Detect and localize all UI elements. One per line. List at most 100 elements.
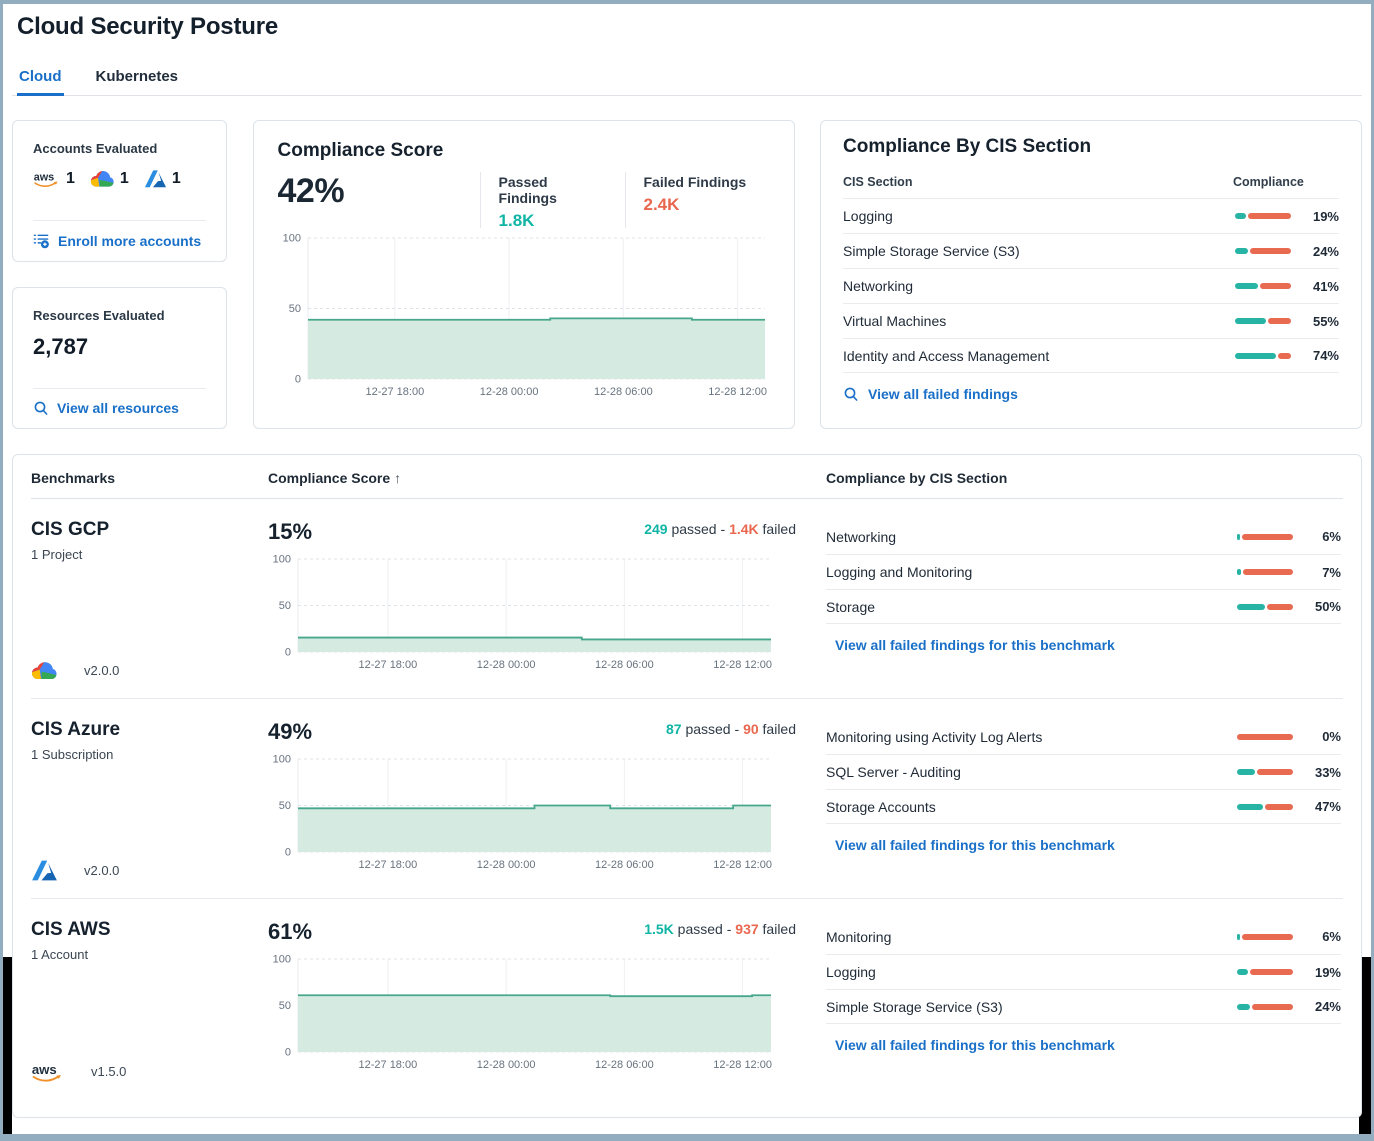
search-icon: [843, 386, 859, 402]
compliance-percent: 24%: [1312, 243, 1339, 259]
failed-count: 90: [743, 721, 759, 737]
tab-cloud[interactable]: Cloud: [17, 68, 64, 96]
failed-word: failed: [762, 921, 796, 937]
view-failed-findings-benchmark-link[interactable]: View all failed findings for this benchm…: [835, 637, 1115, 653]
aws-account-count: aws 1: [33, 170, 75, 188]
compliance-by-cis-section-card: Compliance By CIS Section CIS Section Co…: [820, 120, 1362, 429]
cis-section-row: Networking 6%: [826, 519, 1341, 554]
benchmarks-table-header: Benchmarks Compliance Score ↑ Compliance …: [31, 455, 1343, 499]
compliance-bar: [1237, 933, 1293, 940]
enroll-more-accounts-link[interactable]: Enroll more accounts: [58, 232, 202, 249]
failed-word: failed: [762, 521, 796, 537]
svg-text:12-28 06:00: 12-28 06:00: [593, 386, 652, 398]
cis-section-row: SQL Server - Auditing 33%: [826, 754, 1341, 789]
compliance-bar: [1237, 769, 1293, 775]
svg-text:100: 100: [273, 954, 291, 966]
summary-row: Accounts Evaluated aws 1 1: [12, 120, 1362, 429]
compliance-score-card: Compliance Score 42% Passed Findings 1.8…: [252, 120, 795, 429]
cis-section-row: Identity and Access Management 74%: [843, 338, 1339, 373]
benchmark-score: 15%: [268, 519, 313, 544]
cis-section-label: Storage: [826, 598, 876, 615]
dash: -: [720, 521, 726, 537]
benchmark-name: CIS Azure: [31, 719, 121, 740]
benchmark-row: CIS GCP 1 Project v2.0.0 15% 249 passed …: [31, 499, 1343, 699]
compliance-percent: 47%: [1314, 799, 1341, 814]
compliance-score-column-header[interactable]: Compliance Score ↑: [268, 470, 402, 486]
passed-failed-summary: 1.5K passed - 937 failed: [644, 921, 796, 937]
svg-text:0: 0: [285, 1047, 291, 1059]
screen-dead-space-left: [3, 957, 12, 1134]
cis-section-row: Virtual Machines 55%: [843, 303, 1339, 338]
svg-text:50: 50: [288, 303, 300, 315]
svg-text:12-28 06:00: 12-28 06:00: [595, 659, 654, 671]
passed-failed-summary: 249 passed - 1.4K failed: [644, 521, 796, 537]
gcp-icon: [90, 169, 115, 190]
compliance-percent: 74%: [1312, 348, 1339, 363]
dash: -: [734, 721, 740, 737]
svg-text:12-28 00:00: 12-28 00:00: [477, 859, 536, 871]
passed-findings-label: Passed Findings: [498, 174, 557, 206]
cis-section-label: Simple Storage Service (S3): [826, 998, 1003, 1015]
cis-section-row: Logging and Monitoring 7%: [826, 554, 1341, 589]
passed-word: passed: [677, 921, 727, 937]
compliance-bar: [1237, 733, 1293, 740]
benchmark-score-chart: 0 50 100 12-27 18:00 12-28 00:00 12-28 06:00 1…: [268, 753, 806, 878]
gcp-account-count: 1: [90, 169, 129, 190]
cis-section-column-header: CIS Section: [843, 175, 913, 189]
azure-icon: [31, 859, 58, 882]
provider-counts: aws 1 1 1: [33, 169, 206, 190]
benchmark-scope: 1 Account: [31, 947, 89, 962]
svg-text:12-27 18:00: 12-27 18:00: [359, 1059, 418, 1071]
page-title: Cloud Security Posture: [17, 13, 278, 40]
svg-text:0: 0: [294, 374, 300, 386]
compliance-percent: 50%: [1314, 599, 1341, 614]
compliance-percent: 19%: [1314, 964, 1341, 980]
compliance-bar: [1235, 213, 1291, 219]
svg-text:12-28 12:00: 12-28 12:00: [713, 1059, 772, 1071]
tab-kubernetes[interactable]: Kubernetes: [95, 68, 179, 85]
cis-section-label: Logging: [826, 964, 876, 980]
accounts-evaluated-card: Accounts Evaluated aws 1 1: [12, 120, 227, 262]
view-failed-findings-benchmark-link[interactable]: View all failed findings for this benchm…: [835, 1037, 1115, 1053]
passed-count: 87: [665, 721, 682, 737]
cis-section-label: Monitoring using Activity Log Alerts: [826, 728, 1043, 745]
failed-findings-value: 2.4K: [643, 195, 680, 214]
view-failed-findings-benchmark-link[interactable]: View all failed findings for this benchm…: [835, 837, 1115, 853]
divider: [479, 172, 481, 228]
svg-text:0: 0: [285, 647, 291, 659]
cis-section-row: Simple Storage Service (S3) 24%: [826, 989, 1341, 1024]
aws-icon: aws: [31, 1061, 65, 1083]
cis-section-label: Networking: [843, 278, 914, 294]
benchmark-row: CIS AWS 1 Account aws v1.5.0 61% 1.5K pa…: [31, 899, 1343, 1099]
cis-section-card-title: Compliance By CIS Section: [843, 136, 1092, 157]
svg-text:12-28 12:00: 12-28 12:00: [708, 386, 767, 398]
view-all-failed-findings-link[interactable]: View all failed findings: [868, 386, 1018, 402]
gcp-count: 1: [119, 170, 129, 188]
cis-section-label: Storage Accounts: [826, 798, 936, 815]
cis-section-label: Logging: [843, 208, 893, 224]
svg-text:12-28 00:00: 12-28 00:00: [477, 1059, 536, 1071]
failed-findings-label: Failed Findings: [643, 174, 747, 190]
compliance-score-stats: 42% Passed Findings 1.8K Failed Findings…: [278, 172, 770, 232]
cis-section-label: SQL Server - Auditing: [826, 764, 961, 780]
passed-findings-block: Passed Findings 1.8K: [481, 172, 625, 231]
view-all-resources-link[interactable]: View all resources: [57, 400, 179, 416]
dash: -: [726, 921, 732, 937]
tab-bar: Cloud Kubernetes: [12, 68, 1362, 96]
benchmark-version: v2.0.0: [84, 663, 120, 679]
cis-section-label: Logging and Monitoring: [826, 564, 973, 580]
svg-text:12-28 12:00: 12-28 12:00: [713, 659, 772, 671]
passed-failed-summary: 87 passed - 90 failed: [666, 721, 796, 737]
azure-count: 1: [171, 170, 181, 188]
svg-text:12-28 06:00: 12-28 06:00: [595, 1059, 654, 1071]
passed-findings-value: 1.8K: [498, 211, 535, 230]
compliance-percent: 24%: [1314, 999, 1341, 1014]
passed-word: passed: [671, 521, 721, 537]
svg-text:100: 100: [273, 554, 291, 566]
svg-text:12-28 00:00: 12-28 00:00: [479, 386, 538, 398]
cis-section-row: Monitoring using Activity Log Alerts 0%: [826, 719, 1341, 754]
compliance-score-chart: 0 50 100 12-27 18:00 12-28 00:00 12-28 06:00 1…: [278, 232, 770, 405]
benchmark-score: 49%: [268, 719, 313, 744]
compliance-by-cis-section-column-header: Compliance by CIS Section: [826, 470, 1008, 486]
cis-section-label: Virtual Machines: [843, 313, 947, 329]
